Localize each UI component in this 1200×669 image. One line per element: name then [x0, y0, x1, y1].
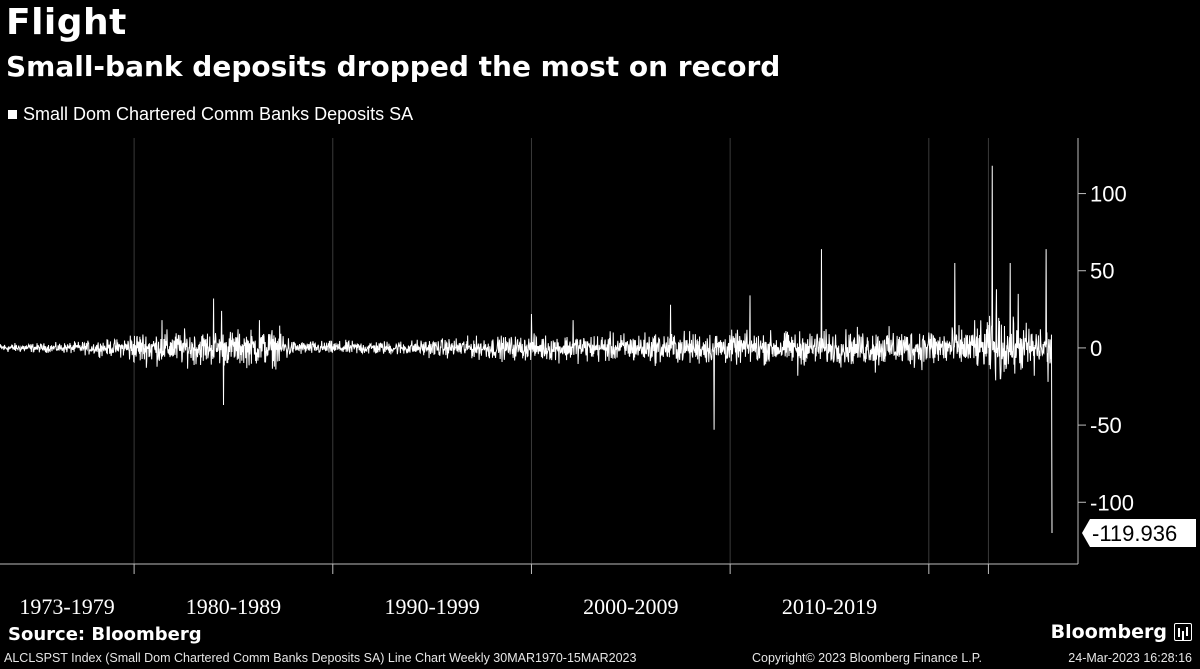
brand-name: Bloomberg [1050, 621, 1167, 643]
y-axis: 100 50 0 -50 -100 [1077, 138, 1134, 564]
copyright: Copyright© 2023 Bloomberg Finance L.P. [752, 651, 982, 665]
series-line [0, 165, 1053, 534]
chart-subtitle: Small-bank deposits dropped the most on … [6, 50, 781, 83]
last-value-callout: -119.936 [1082, 519, 1196, 548]
y-tick-label: -50 [1090, 413, 1122, 438]
last-value-label: -119.936 [1092, 521, 1177, 546]
x-tick-label: 1973-1979 [19, 594, 114, 618]
x-axis: 1973-1979 1980-1989 1990-1999 2000-2009 2010… [0, 563, 1078, 618]
legend-swatch [8, 110, 17, 119]
line-chart: 1973-1979 1980-1989 1990-1999 2000-2009 2010… [0, 138, 1196, 618]
x-tick-label: 2000-2009 [583, 594, 678, 618]
legend: Small Dom Chartered Comm Banks Deposits … [8, 104, 413, 125]
chart-title: Flight [6, 2, 127, 43]
y-tick-label: 50 [1090, 259, 1114, 284]
bloomberg-brand: Bloomberg [1051, 621, 1192, 643]
bloomberg-terminal-icon [1174, 623, 1192, 641]
y-tick-label: -100 [1090, 490, 1134, 515]
x-tick-label: 2010-2019 [782, 594, 877, 618]
y-tick-label: 100 [1090, 182, 1127, 207]
x-tick-label: 1990-1999 [384, 594, 479, 618]
timestamp: 24-Mar-2023 16:28:16 [1068, 651, 1192, 665]
x-tick-label: 1980-1989 [186, 594, 281, 618]
y-tick-label: 0 [1090, 336, 1102, 361]
source-note: Source: Bloomberg [8, 624, 202, 645]
chart-description: ALCLSPST Index (Small Dom Chartered Comm… [4, 651, 637, 665]
legend-label: Small Dom Chartered Comm Banks Deposits … [23, 104, 414, 124]
last-value-box [1082, 519, 1196, 548]
